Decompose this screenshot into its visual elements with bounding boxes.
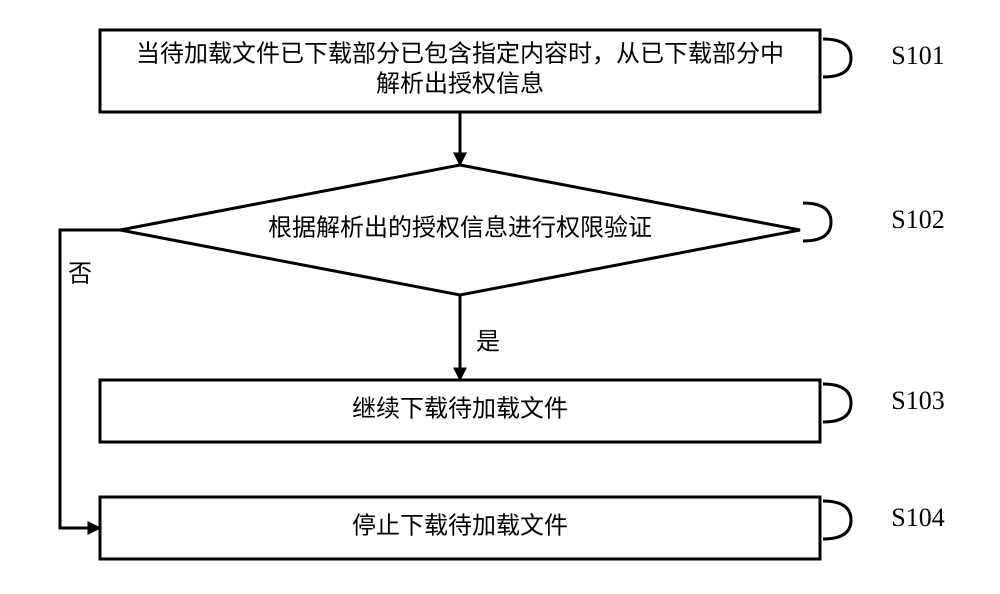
- step-label-s103: S103: [891, 386, 944, 415]
- brace-c3: [823, 384, 851, 422]
- step-label-s102: S102: [891, 205, 944, 234]
- brace-c2: [803, 203, 831, 241]
- brace-c1: [823, 39, 851, 77]
- flow-text-s102-0: 根据解析出的授权信息进行权限验证: [268, 215, 652, 242]
- flow-text-s101-0: 当待加载文件已下载部分已包含指定内容时，从已下载部分中: [136, 41, 784, 68]
- flow-text-s104-0: 停止下载待加载文件: [352, 513, 568, 540]
- flow-text-s101-1: 解析出授权信息: [376, 71, 544, 98]
- edge-label-e2_yes: 是: [476, 330, 500, 356]
- step-label-s104: S104: [891, 503, 944, 532]
- edge-label-e3_no: 否: [68, 262, 92, 288]
- brace-c4: [823, 501, 851, 539]
- step-label-s101: S101: [891, 41, 944, 70]
- flow-text-s103-0: 继续下载待加载文件: [352, 396, 568, 423]
